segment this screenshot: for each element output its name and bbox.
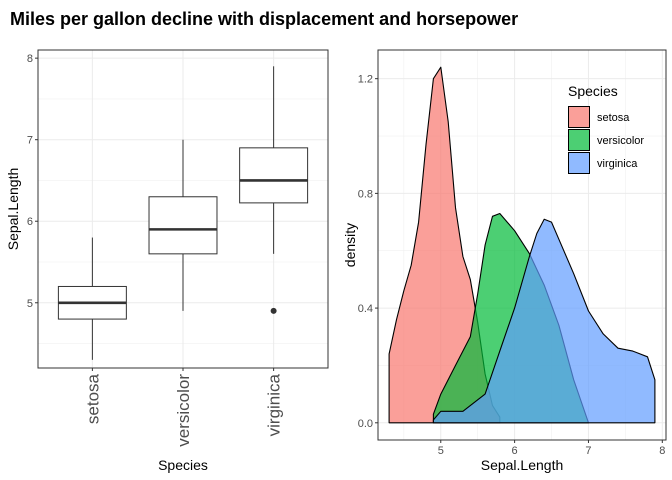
y-tick-label: 6 [27, 216, 33, 228]
density-area-virginica [432, 218, 656, 424]
legend-label: virginica [597, 158, 638, 170]
legend-swatch-setosa [568, 106, 590, 128]
y-tick-label: 0.8 [358, 188, 373, 200]
box-virginica [239, 147, 309, 204]
panel-border [377, 49, 667, 441]
y-axis-title: density [342, 223, 358, 267]
boxplot-panel: 5 6 7 8 setosa versicolor virginica Species Sepa… [5, 49, 329, 473]
y-tick-label: 1.2 [358, 74, 373, 86]
legend-swatch-virginica [568, 152, 590, 174]
x-axis-title: Species [158, 457, 208, 473]
legend-label: setosa [597, 112, 630, 124]
y-tick-label: 0.4 [358, 303, 373, 315]
y-tick-label: 7 [27, 135, 33, 147]
category-label: setosa [83, 373, 102, 424]
y-axis-title: Sepal.Length [5, 168, 21, 251]
legend-title: Species [568, 83, 618, 99]
y-tick-label: 5 [27, 298, 33, 310]
legend-label: versicolor [597, 135, 644, 147]
density-panel: 0.0 0.4 0.8 1.2 5 6 7 8 Sepal.Length density Speci… [342, 49, 667, 473]
category-label: virginica [265, 373, 284, 436]
x-tick-label: 8 [659, 445, 665, 457]
panel-border [37, 49, 329, 369]
outlier-point [270, 307, 277, 314]
y-tick-label: 8 [27, 53, 33, 65]
x-tick-label: 5 [438, 445, 444, 457]
category-label: versicolor [174, 374, 193, 447]
x-tick-label: 6 [512, 445, 518, 457]
y-tick-label: 0.0 [358, 418, 373, 430]
box-versicolor [148, 196, 218, 255]
x-axis-title: Sepal.Length [481, 457, 564, 473]
legend-swatch-versicolor [568, 129, 590, 151]
chart-title: Miles per gallon decline with displaceme… [10, 9, 519, 29]
x-tick-label: 7 [585, 445, 591, 457]
